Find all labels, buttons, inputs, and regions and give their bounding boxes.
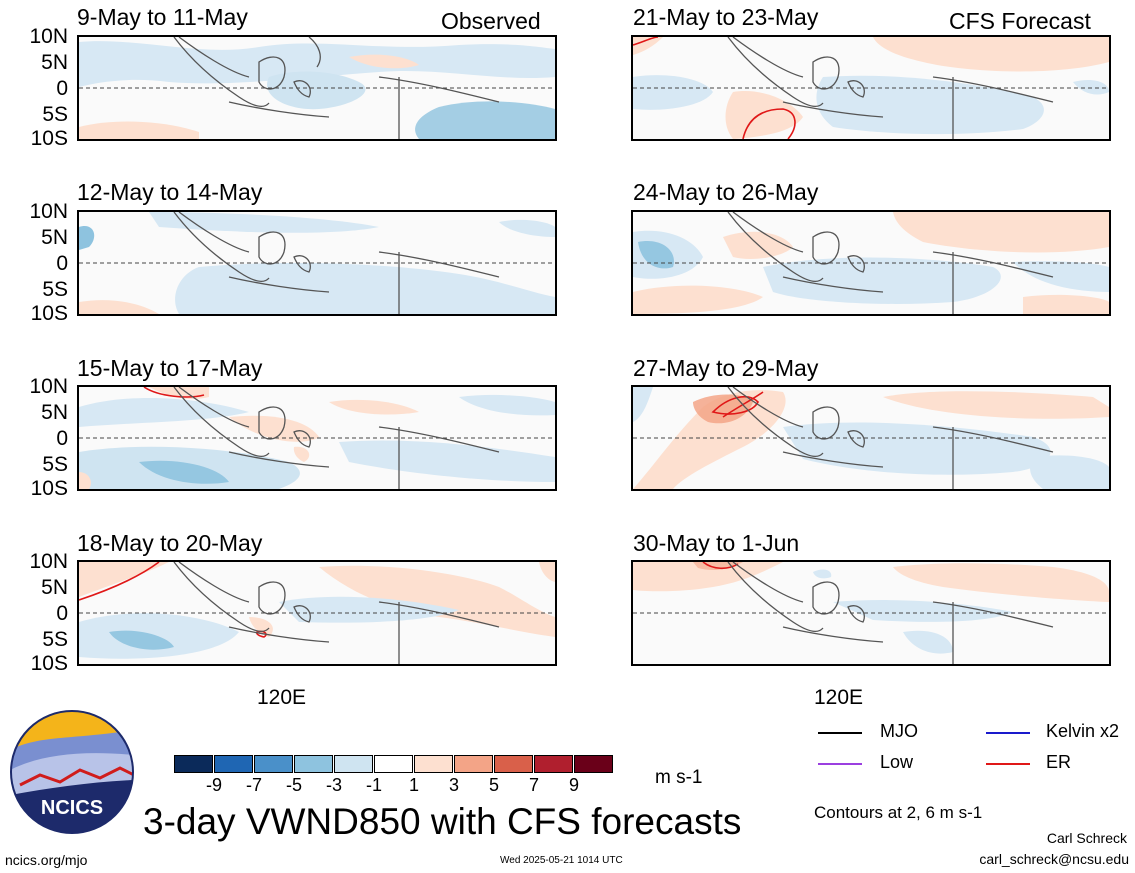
lat-tick: 5N bbox=[41, 51, 68, 74]
panel-title: 9-May to 11-May bbox=[77, 4, 248, 30]
lat-tick: 5S bbox=[42, 103, 68, 126]
panel-title: 24-May to 26-May bbox=[633, 179, 819, 205]
lon-tick: 120E bbox=[257, 686, 307, 709]
panel-title: 21-May to 23-May bbox=[633, 4, 819, 30]
lat-tick: 5N bbox=[41, 576, 68, 599]
lat-tick: 0 bbox=[56, 602, 68, 625]
colorbar-tick: -3 bbox=[325, 775, 342, 795]
colorbar-tick: 1 bbox=[408, 775, 419, 795]
map-panel-observed-2 bbox=[77, 210, 557, 316]
map-panel-forecast-1 bbox=[631, 35, 1111, 141]
colorbar-box bbox=[534, 755, 573, 773]
colorbar-box bbox=[494, 755, 533, 773]
colorbar-box bbox=[454, 755, 493, 773]
colorbar-box bbox=[414, 755, 453, 773]
colorbar-box bbox=[294, 755, 333, 773]
lat-tick: 10S bbox=[30, 302, 68, 325]
lat-tick: 5S bbox=[42, 628, 68, 651]
main-title: 3-day VWND850 with CFS forecasts bbox=[143, 801, 742, 842]
legend-label-er: ER bbox=[1046, 752, 1072, 772]
lon-tick: 120E bbox=[814, 686, 864, 709]
forecast-label: CFS Forecast bbox=[949, 8, 1091, 34]
colorbar-tick: 7 bbox=[528, 775, 539, 795]
contours-note: Contours at 2, 6 m s-1 bbox=[814, 803, 983, 822]
legend-line-er bbox=[986, 763, 1030, 765]
map-panel-forecast-2 bbox=[631, 210, 1111, 316]
colorbar-units: m s-1 bbox=[655, 767, 703, 788]
lat-tick: 5S bbox=[42, 453, 68, 476]
legend-line-kelvin bbox=[986, 732, 1030, 734]
panel-title: 18-May to 20-May bbox=[77, 530, 263, 556]
panel-title: 15-May to 17-May bbox=[77, 355, 263, 381]
timestamp: Wed 2025-05-21 1014 UTC bbox=[500, 855, 623, 866]
colorbar-tick: 3 bbox=[448, 775, 459, 795]
map-panel-observed-4 bbox=[77, 560, 557, 666]
colorbar-box bbox=[574, 755, 613, 773]
legend-line-mjo bbox=[818, 732, 862, 734]
logo-text: NCICS bbox=[41, 797, 103, 819]
colorbar-tick: -1 bbox=[365, 775, 382, 795]
lat-tick: 10S bbox=[30, 127, 68, 150]
lat-tick: 0 bbox=[56, 252, 68, 275]
colorbar-box bbox=[214, 755, 253, 773]
lat-tick: 0 bbox=[56, 77, 68, 100]
map-panel-forecast-4 bbox=[631, 560, 1111, 666]
lat-tick: 10S bbox=[30, 477, 68, 500]
colorbar-tick: 5 bbox=[488, 775, 499, 795]
colorbar-tick: -5 bbox=[285, 775, 302, 795]
lat-tick: 10N bbox=[29, 550, 68, 573]
lat-tick: 0 bbox=[56, 427, 68, 450]
lat-tick: 10N bbox=[29, 25, 68, 48]
observed-label: Observed bbox=[441, 8, 541, 34]
colorbar-box bbox=[254, 755, 293, 773]
map-panel-forecast-3 bbox=[631, 385, 1111, 491]
colorbar-tick: -9 bbox=[205, 775, 222, 795]
colorbar-tick: 9 bbox=[568, 775, 579, 795]
legend-label-low: Low bbox=[880, 752, 914, 772]
lat-tick: 5N bbox=[41, 401, 68, 424]
panel-title: 12-May to 14-May bbox=[77, 179, 263, 205]
lat-tick: 10N bbox=[29, 200, 68, 223]
map-panel-observed-1 bbox=[77, 35, 557, 141]
legend-label-mjo: MJO bbox=[880, 721, 918, 741]
legend-label-kelvin: Kelvin x2 bbox=[1046, 721, 1120, 741]
colorbar-box bbox=[334, 755, 373, 773]
map-panel-observed-3 bbox=[77, 385, 557, 491]
colorbar-box bbox=[174, 755, 213, 773]
lat-tick: 5S bbox=[42, 278, 68, 301]
colorbar-tick: -7 bbox=[245, 775, 262, 795]
panel-title: 27-May to 29-May bbox=[633, 355, 819, 381]
author-email: carl_schreck@ncsu.edu bbox=[979, 851, 1129, 867]
colorbar-box bbox=[374, 755, 413, 773]
source-url: ncics.org/mjo bbox=[5, 852, 88, 868]
lat-tick: 10S bbox=[30, 652, 68, 675]
author: Carl Schreck bbox=[1046, 830, 1127, 846]
lat-tick: 10N bbox=[29, 375, 68, 398]
panel-title: 30-May to 1-Jun bbox=[633, 530, 800, 556]
lat-tick: 5N bbox=[41, 226, 68, 249]
ncics-logo: NCICS bbox=[10, 710, 134, 834]
legend-line-low bbox=[818, 763, 862, 765]
